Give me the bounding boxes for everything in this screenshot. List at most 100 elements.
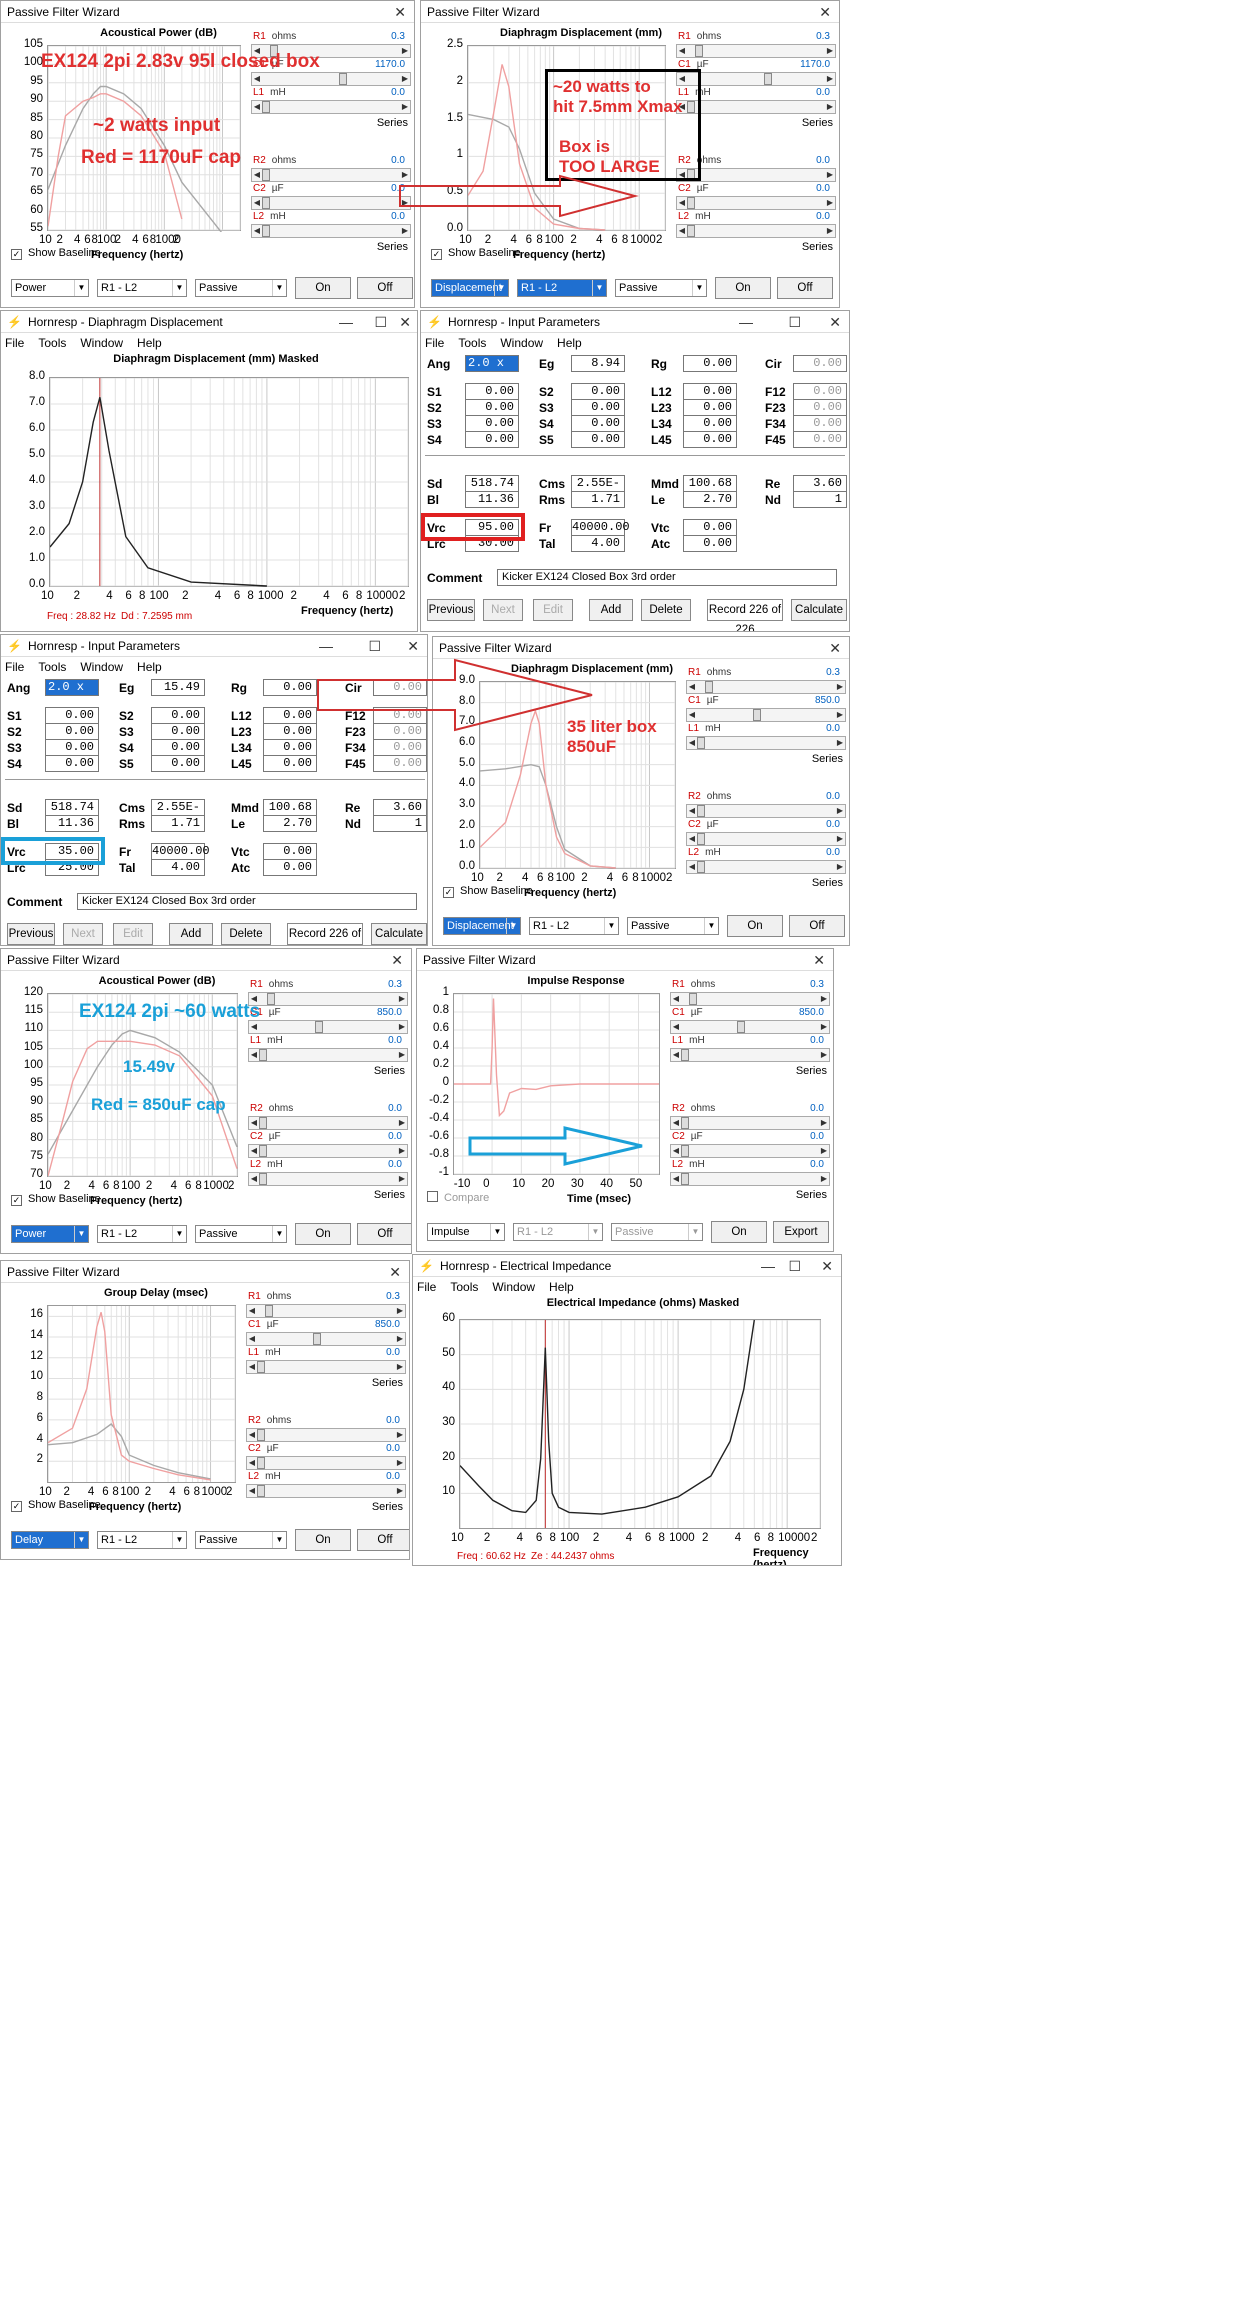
- scroll-right-icon[interactable]: ▶: [826, 46, 834, 55]
- param-slider-r2[interactable]: ◀ ▶: [676, 168, 836, 182]
- chevron-down-icon[interactable]: ▼: [74, 1532, 88, 1548]
- previous-button[interactable]: Previous: [427, 599, 475, 621]
- param-slider-r1[interactable]: ◀ ▶: [251, 44, 411, 58]
- calculate-button[interactable]: Calculate: [371, 923, 427, 945]
- slider-thumb[interactable]: [681, 1173, 689, 1185]
- param-field-eg[interactable]: 8.94: [571, 355, 625, 372]
- scroll-right-icon[interactable]: ▶: [396, 1458, 404, 1467]
- show-baseline-checkbox[interactable]: ✓ Show Baseline: [11, 247, 101, 260]
- param-slider-c1[interactable]: ◀ ▶: [686, 708, 846, 722]
- slider-thumb[interactable]: [681, 1117, 689, 1129]
- off-button[interactable]: Off: [777, 277, 833, 299]
- param-field-ang[interactable]: 2.0 x Pi: [465, 355, 519, 385]
- param-field-mmd[interactable]: 100.68: [263, 799, 317, 816]
- close-icon[interactable]: ✕: [821, 1258, 833, 1274]
- scroll-right-icon[interactable]: ▶: [398, 1174, 406, 1183]
- param-field-f12[interactable]: 0.00: [373, 707, 427, 724]
- scroll-right-icon[interactable]: ▶: [826, 226, 834, 235]
- param-slider-r1[interactable]: ◀ ▶: [670, 992, 830, 1006]
- param-slider-r2[interactable]: ◀ ▶: [251, 168, 411, 182]
- slider-thumb[interactable]: [264, 1305, 273, 1317]
- mode-select[interactable]: Power ▼: [11, 1225, 89, 1243]
- param-field-s3[interactable]: 0.00: [45, 739, 99, 756]
- close-icon[interactable]: ✕: [389, 1264, 401, 1280]
- param-slider-r2[interactable]: ◀ ▶: [670, 1116, 830, 1130]
- show-baseline-checkbox[interactable]: ✓ Show Baseline: [11, 1193, 101, 1206]
- slider-thumb[interactable]: [259, 1145, 267, 1157]
- maximize-icon[interactable]: ☐: [374, 314, 387, 330]
- close-icon[interactable]: ✕: [829, 314, 841, 330]
- chevron-down-icon[interactable]: ▼: [272, 1532, 286, 1548]
- param-field-s4[interactable]: 0.00: [151, 739, 205, 756]
- slider-thumb[interactable]: [257, 1429, 265, 1441]
- on-button[interactable]: On: [295, 1529, 351, 1551]
- param-slider-c2[interactable]: ◀ ▶: [670, 1144, 830, 1158]
- param-field-rms[interactable]: 1.71: [571, 491, 625, 508]
- filter-type-select[interactable]: Passive ▼: [611, 1223, 703, 1241]
- scroll-right-icon[interactable]: ▶: [836, 738, 844, 747]
- param-field-l23[interactable]: 0.00: [263, 723, 317, 740]
- slider-thumb[interactable]: [681, 1049, 689, 1061]
- scroll-left-icon[interactable]: ◀: [678, 226, 686, 235]
- next-button[interactable]: Next: [483, 599, 523, 621]
- chevron-down-icon[interactable]: ▼: [692, 280, 706, 296]
- scroll-left-icon[interactable]: ◀: [253, 102, 261, 111]
- filter-type-select[interactable]: Passive ▼: [195, 1531, 287, 1549]
- param-field-vrc[interactable]: 95.00: [465, 519, 519, 536]
- menu-help[interactable]: Help: [557, 336, 582, 350]
- chevron-down-icon[interactable]: ▼: [272, 280, 286, 296]
- slider-thumb[interactable]: [737, 1021, 746, 1033]
- chevron-down-icon[interactable]: ▼: [490, 1224, 504, 1240]
- chevron-down-icon[interactable]: ▼: [588, 1224, 602, 1240]
- scroll-left-icon[interactable]: ◀: [250, 1174, 258, 1183]
- scroll-right-icon[interactable]: ▶: [820, 1022, 828, 1031]
- scroll-left-icon[interactable]: ◀: [672, 1146, 680, 1155]
- filter-type-select[interactable]: Passive ▼: [195, 279, 287, 297]
- param-field-l45[interactable]: 0.00: [263, 755, 317, 772]
- scroll-left-icon[interactable]: ◀: [688, 738, 696, 747]
- param-slider-r2[interactable]: ◀ ▶: [246, 1428, 406, 1442]
- chevron-down-icon[interactable]: ▼: [172, 280, 186, 296]
- param-slider-l1[interactable]: ◀ ▶: [686, 736, 846, 750]
- scroll-left-icon[interactable]: ◀: [672, 1050, 680, 1059]
- scroll-right-icon[interactable]: ▶: [401, 198, 409, 207]
- scroll-right-icon[interactable]: ▶: [826, 102, 834, 111]
- range-select[interactable]: R1 - L2 ▼: [97, 1531, 187, 1549]
- param-slider-l2[interactable]: ◀ ▶: [251, 224, 411, 238]
- slider-thumb[interactable]: [262, 197, 270, 209]
- slider-thumb[interactable]: [269, 45, 278, 57]
- param-slider-c2[interactable]: ◀ ▶: [251, 196, 411, 210]
- scroll-left-icon[interactable]: ◀: [253, 198, 261, 207]
- on-button[interactable]: On: [715, 277, 771, 299]
- param-field-le[interactable]: 2.70: [683, 491, 737, 508]
- menu-help[interactable]: Help: [137, 336, 162, 350]
- menu-window[interactable]: Window: [80, 336, 124, 350]
- minimize-icon[interactable]: —: [319, 638, 333, 654]
- menu-file[interactable]: File: [5, 660, 25, 674]
- close-icon[interactable]: ✕: [399, 314, 411, 330]
- param-field-s5[interactable]: 0.00: [571, 431, 625, 448]
- param-field-rg[interactable]: 0.00: [683, 355, 737, 372]
- param-slider-l2[interactable]: ◀ ▶: [246, 1484, 406, 1498]
- mode-select[interactable]: Delay ▼: [11, 1531, 89, 1549]
- on-button[interactable]: On: [295, 277, 351, 299]
- scroll-left-icon[interactable]: ◀: [688, 682, 696, 691]
- scroll-right-icon[interactable]: ▶: [836, 834, 844, 843]
- slider-thumb[interactable]: [259, 1049, 267, 1061]
- off-button[interactable]: Off: [357, 1529, 409, 1551]
- param-field-sd[interactable]: 518.74: [465, 475, 519, 492]
- slider-thumb[interactable]: [259, 1117, 267, 1129]
- scroll-right-icon[interactable]: ▶: [836, 710, 844, 719]
- filter-type-select[interactable]: Passive ▼: [195, 1225, 287, 1243]
- param-field-f45[interactable]: 0.00: [793, 431, 847, 448]
- checkbox-box[interactable]: ✓: [431, 249, 442, 260]
- param-field-s4[interactable]: 0.00: [45, 755, 99, 772]
- range-select[interactable]: R1 - L2 ▼: [97, 1225, 187, 1243]
- param-field-f45[interactable]: 0.00: [373, 755, 427, 772]
- chevron-down-icon[interactable]: ▼: [172, 1226, 186, 1242]
- scroll-left-icon[interactable]: ◀: [688, 862, 696, 871]
- scroll-right-icon[interactable]: ▶: [398, 1050, 406, 1059]
- scroll-right-icon[interactable]: ▶: [398, 994, 406, 1003]
- scroll-left-icon[interactable]: ◀: [678, 198, 686, 207]
- slider-thumb[interactable]: [687, 197, 695, 209]
